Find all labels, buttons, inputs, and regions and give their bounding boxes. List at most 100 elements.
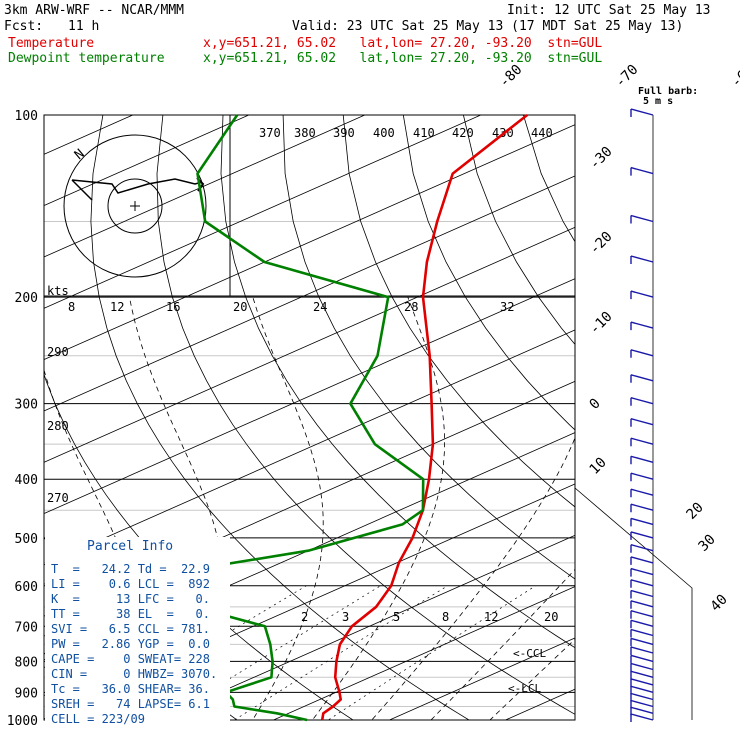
pressure-tick-label: 300 [15,398,38,413]
wind-barb [630,290,654,300]
wind-barb [630,544,654,553]
wind-barb [630,619,654,629]
pressure-tick-label: 900 [15,686,38,701]
dry-adiabat-line [463,115,575,346]
isotherm-label: -20 [587,229,616,258]
wind-barb [630,418,654,427]
hodograph-speed-tick: 28 [404,300,418,314]
parcel-info-title: Parcel Info [87,539,174,554]
wind-barb [630,678,654,687]
pressure-tick-label: 100 [15,109,38,124]
wind-barb [630,713,654,722]
theta-e-label: 400 [373,126,395,140]
parcel-row: LI = 0.6 LCL = 892 [51,577,210,591]
isotherm-label: -10 [587,309,616,338]
isotherm-line [44,380,575,617]
wind-barb [630,472,654,482]
isotherm-label: 20 [684,500,707,523]
parcel-row: T = 24.2 Td = 22.9 [51,562,210,576]
dewpoint-legend: Dewpoint temperature [8,51,165,66]
pressure-tick-label: 700 [15,620,38,635]
mixing-ratio-label: 5 [393,610,400,624]
pressure-tick-label: 600 [15,580,38,595]
mixing-ratio-line [327,585,536,720]
parcel-row: CAPE = 0 SWEAT= 228 [51,652,210,666]
wind-barb [630,699,654,709]
valid-time: Valid: 23 UTC Sat 25 May 13 (17 MDT Sat … [292,19,684,34]
isotherm-line [44,329,575,566]
theta-label: 280 [47,419,69,433]
isotherm-label: -60 [728,62,740,91]
dry-adiabat-line [342,115,575,508]
parcel-info-panel: Parcel Info T = 24.2 Td = 22.9 LI = 0.6 … [45,537,230,727]
hodograph-speed-tick: 8 [68,300,75,314]
isotherm-label: -30 [587,144,616,173]
wind-barb [630,166,654,176]
dry-adiabat-line [704,115,740,733]
dry-adiabat-line [0,115,20,733]
hodograph-ring [63,134,207,278]
hodograph-speed-tick: 32 [500,300,514,314]
theta-e-label: 410 [413,126,435,140]
wind-barb [630,685,654,695]
isotherm-line [593,87,740,733]
moist-adiabat-line [489,638,575,720]
dry-adiabat-line [90,115,470,720]
barb-legend-line2: 5 m s [643,96,673,107]
isotherm-line [272,586,575,720]
forecast-hours: 11 h [68,19,100,34]
dry-adiabat-line [402,115,575,431]
pressure-tick-label: 400 [15,473,38,488]
parcel-row: SVI = 6.5 CCL = 781. [51,622,210,636]
wind-barb [630,397,654,406]
theta-e-label: 370 [259,126,281,140]
temperature-legend: Temperature [8,36,95,51]
isotherm-label: 40 [708,592,731,615]
hodograph-speed-tick: 12 [110,300,124,314]
isotherm-line [44,483,575,720]
diagram-border [574,487,693,720]
mixing-ratio-label: 8 [442,610,449,624]
mixing-ratio-line [233,585,448,720]
isotherm-label: 30 [696,532,719,555]
hodograph-speed-tick: 16 [166,300,180,314]
isotherm-line [388,637,575,720]
hodograph-speed-tick: 20 [233,300,247,314]
theta-e-label: 440 [531,126,553,140]
parcel-row: K = 13 LFC = 0. [51,592,210,606]
init-time: Init: 12 UTC Sat 25 May 13 [507,3,711,18]
isotherm-line [44,278,575,515]
wind-barb [630,556,654,565]
wind-barb [630,437,654,447]
dry-adiabat-line [282,115,575,580]
moist-adiabat-line [311,296,446,720]
moist-adiabat-line [129,297,225,720]
isotherm-label: -80 [496,62,525,91]
wind-barb [630,706,654,716]
isotherm-line [44,115,482,309]
wind-barb [630,108,654,117]
dry-adiabat-line [220,115,575,649]
location-line-dew: x,y=651.21, 65.02 lat,lon= 27.20, -93.20… [203,51,603,66]
parcel-row: PW = 2.86 YGP = 0.0 [51,637,210,651]
pressure-tick-label: 1000 [7,714,38,729]
wind-barb [630,321,654,331]
parcel-row: CELL = 223/09 [51,712,145,726]
isotherm-line [44,124,575,361]
model-title: 3km ARW-WRF -- NCAR/MMM [4,3,185,18]
wind-barb [630,503,654,513]
mixing-ratio-label: 12 [484,610,498,624]
wind-barb [630,349,654,358]
wind-barb [630,455,654,465]
mixing-ratio-label: 20 [544,610,558,624]
wind-barb [630,589,654,599]
isotherm-line [44,175,575,412]
theta-label: 290 [47,345,69,359]
forecast-label: Fcst: [4,19,44,34]
theta-e-label: 380 [294,126,316,140]
wind-barb [630,488,654,498]
wind-barb [630,637,654,647]
wind-barb [630,531,654,540]
parcel-row: Tc = 36.0 SHEAR= 36. [51,682,210,696]
theta-label: 270 [47,491,69,505]
